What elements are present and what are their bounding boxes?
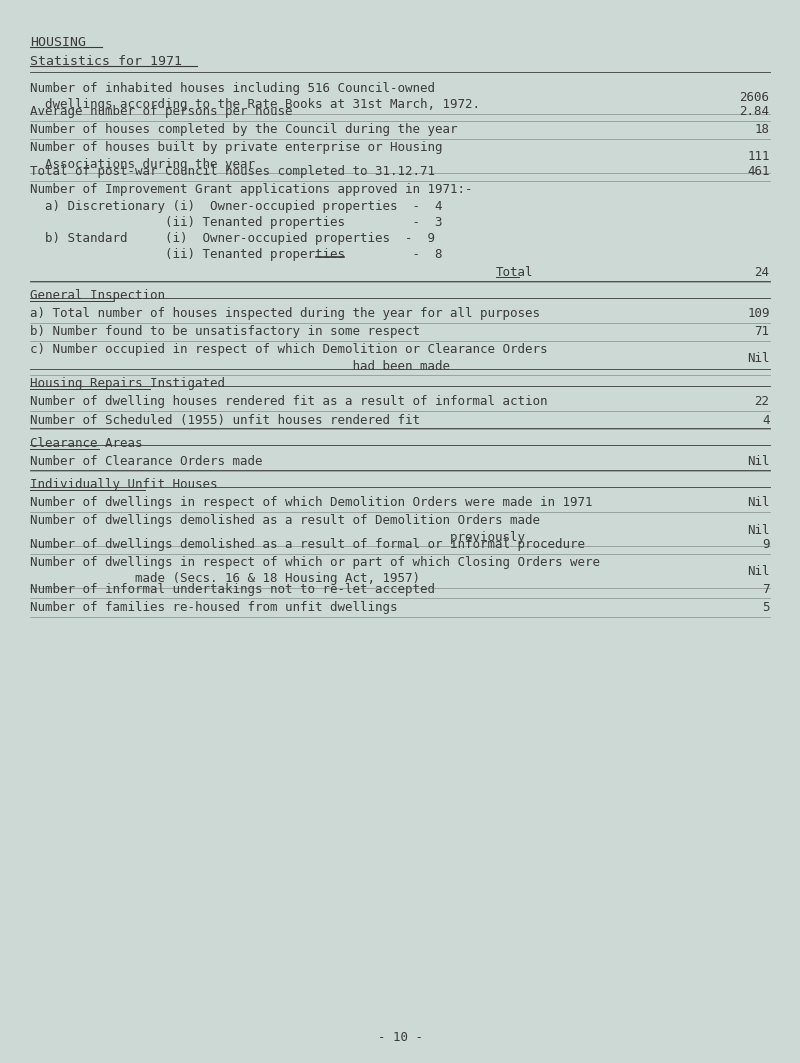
Text: Number of Scheduled (1955) unfit houses rendered fit: Number of Scheduled (1955) unfit houses … (30, 414, 421, 426)
Text: Number of informal undertakings not to re-let accepted: Number of informal undertakings not to r… (30, 583, 435, 595)
Text: Total: Total (496, 266, 534, 279)
Text: Nil: Nil (747, 352, 770, 366)
Text: Number of Clearance Orders made: Number of Clearance Orders made (30, 455, 263, 468)
Text: Individually Unfit Houses: Individually Unfit Houses (30, 478, 218, 491)
Text: Number of dwellings in respect of which Demolition Orders were made in 1971: Number of dwellings in respect of which … (30, 496, 593, 509)
Text: 22: 22 (754, 395, 770, 408)
Text: (ii) Tenanted properties         -  8: (ii) Tenanted properties - 8 (30, 248, 443, 260)
Text: Nil: Nil (747, 523, 770, 537)
Text: Number of houses completed by the Council during the year: Number of houses completed by the Counci… (30, 123, 458, 136)
Text: b) Number found to be unsatisfactory in some respect: b) Number found to be unsatisfactory in … (30, 325, 421, 338)
Text: a) Total number of houses inspected during the year for all purposes: a) Total number of houses inspected duri… (30, 307, 541, 320)
Text: Number of families re-housed from unfit dwellings: Number of families re-housed from unfit … (30, 601, 398, 613)
Text: Statistics for 1971: Statistics for 1971 (30, 55, 182, 68)
Text: Nil: Nil (747, 496, 770, 509)
Text: Average number of persons per house: Average number of persons per house (30, 105, 293, 118)
Text: 24: 24 (754, 266, 770, 279)
Text: 461: 461 (747, 165, 770, 178)
Text: Number of houses built by private enterprise or Housing
  Associations during th: Number of houses built by private enterp… (30, 141, 443, 171)
Text: 2.84: 2.84 (740, 105, 770, 118)
Text: HOUSING: HOUSING (30, 36, 86, 49)
Text: 9: 9 (762, 538, 770, 551)
Text: 111: 111 (747, 150, 770, 164)
Text: Nil: Nil (747, 566, 770, 578)
Text: Total of post-war Council houses completed to 31.12.71: Total of post-war Council houses complet… (30, 165, 435, 178)
Text: Number of dwellings demolished as a result of formal or informal procedure: Number of dwellings demolished as a resu… (30, 538, 586, 551)
Text: 18: 18 (754, 123, 770, 136)
Text: 7: 7 (762, 583, 770, 595)
Text: 71: 71 (754, 325, 770, 338)
Text: Number of inhabited houses including 516 Council-owned
  dwellings according to : Number of inhabited houses including 516… (30, 82, 480, 112)
Text: - 10 -: - 10 - (378, 1031, 422, 1044)
Text: Nil: Nil (747, 455, 770, 468)
Text: Clearance Areas: Clearance Areas (30, 437, 143, 450)
Text: 109: 109 (747, 307, 770, 320)
Text: Number of dwelling houses rendered fit as a result of informal action: Number of dwelling houses rendered fit a… (30, 395, 548, 408)
Text: 5: 5 (762, 601, 770, 613)
Text: a) Discretionary (i)  Owner-occupied properties  -  4: a) Discretionary (i) Owner-occupied prop… (30, 200, 443, 213)
Text: General Inspection: General Inspection (30, 289, 166, 302)
Text: Housing Repairs Instigated: Housing Repairs Instigated (30, 377, 226, 390)
Text: Number of dwellings demolished as a result of Demolition Orders made
           : Number of dwellings demolished as a resu… (30, 514, 541, 544)
Text: Number of Improvement Grant applications approved in 1971:-: Number of Improvement Grant applications… (30, 183, 473, 196)
Text: 4: 4 (762, 414, 770, 426)
Text: c) Number occupied in respect of which Demolition or Clearance Orders
          : c) Number occupied in respect of which D… (30, 343, 548, 373)
Text: Number of dwellings in respect of which or part of which Closing Orders were
   : Number of dwellings in respect of which … (30, 556, 600, 586)
Text: 2606: 2606 (740, 90, 770, 104)
Text: (ii) Tenanted properties         -  3: (ii) Tenanted properties - 3 (30, 216, 443, 229)
Text: b) Standard     (i)  Owner-occupied properties  -  9: b) Standard (i) Owner-occupied propertie… (30, 232, 435, 244)
